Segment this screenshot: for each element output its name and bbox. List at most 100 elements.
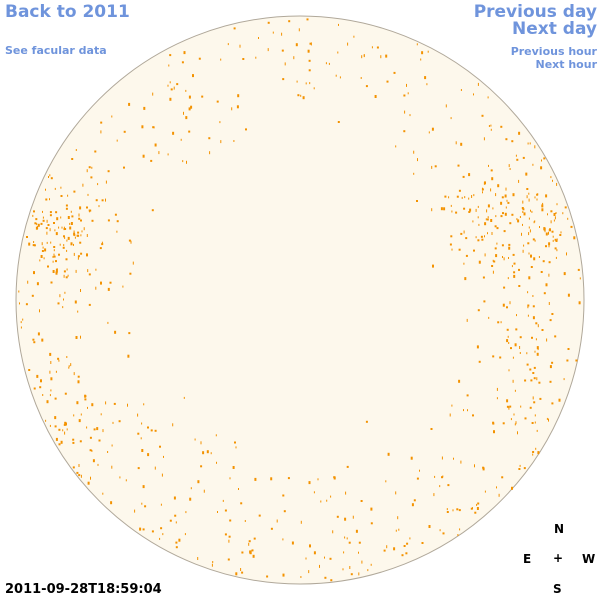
see-facular-data-link[interactable]: See facular data (5, 44, 107, 57)
facular-point (55, 211, 58, 214)
facular-point (445, 104, 447, 108)
facular-point (386, 80, 389, 83)
facular-point (527, 306, 529, 309)
facular-point (477, 309, 480, 312)
facular-point (72, 438, 75, 441)
facular-point (562, 212, 564, 215)
facular-point (458, 189, 461, 192)
facular-point (63, 228, 65, 231)
facular-point (33, 244, 36, 247)
facular-point (200, 441, 202, 445)
facular-point (111, 465, 113, 469)
previous-hour-link[interactable]: Previous hour (510, 45, 597, 58)
facular-point (556, 249, 558, 252)
facular-point (560, 231, 562, 234)
facular-point (484, 235, 485, 238)
facular-point (533, 221, 535, 224)
facular-point (406, 83, 407, 87)
facular-point (541, 208, 544, 212)
facular-point (173, 496, 176, 500)
facular-point (407, 92, 409, 95)
facular-point (89, 449, 92, 452)
facular-point (548, 245, 550, 248)
facular-point (25, 303, 28, 306)
facular-point (281, 32, 283, 36)
facular-point (338, 23, 339, 26)
facular-point (536, 352, 539, 356)
facular-point (431, 208, 433, 212)
facular-point (486, 209, 488, 213)
facular-point (186, 160, 187, 164)
facular-point (188, 130, 191, 133)
facular-point (530, 266, 533, 268)
facular-point (361, 55, 363, 59)
facular-point (46, 400, 49, 404)
facular-point (476, 345, 479, 349)
facular-point (371, 46, 373, 49)
facular-point (28, 369, 31, 371)
facular-point (522, 249, 524, 253)
facular-point (532, 453, 534, 456)
facular-point (463, 409, 464, 412)
facular-point (508, 246, 511, 250)
facular-point (534, 239, 536, 242)
facular-point (53, 255, 56, 258)
facular-point (107, 451, 109, 453)
facular-point (365, 420, 368, 423)
facular-point (543, 157, 546, 160)
back-to-year-link[interactable]: Back to 2011 (5, 2, 130, 22)
facular-point (241, 551, 244, 554)
next-day-link[interactable]: Next day (512, 19, 597, 39)
facular-point (543, 292, 546, 295)
facular-point (482, 187, 483, 191)
facular-point (76, 401, 79, 405)
previous-day-link[interactable]: Previous day (473, 2, 597, 22)
facular-point (93, 428, 96, 431)
facular-point (451, 210, 453, 213)
facular-point (159, 537, 161, 540)
facular-point (64, 236, 66, 239)
facular-point (49, 228, 51, 232)
facular-point (210, 452, 212, 455)
facular-point (54, 397, 57, 400)
facular-point (33, 241, 35, 243)
facular-point (532, 451, 535, 453)
facular-point (556, 182, 558, 186)
facular-point (534, 196, 536, 199)
facular-point (107, 321, 109, 324)
facular-point (168, 64, 170, 67)
facular-point (506, 399, 509, 403)
facular-point (409, 114, 411, 117)
facular-point (50, 281, 53, 284)
facular-point (217, 511, 218, 513)
facular-point (528, 232, 530, 236)
facular-point (232, 466, 235, 469)
facular-point (54, 416, 57, 420)
facular-point (545, 194, 548, 198)
facular-point (197, 557, 199, 560)
facular-point (183, 51, 186, 55)
facular-point (71, 158, 74, 160)
facular-point (45, 188, 46, 191)
facular-point (519, 352, 521, 354)
facular-point (512, 193, 515, 197)
facular-point (528, 217, 530, 220)
facular-point (519, 216, 521, 218)
facular-point (518, 268, 520, 271)
facular-point (33, 387, 36, 390)
facular-point (426, 83, 428, 86)
next-hour-link[interactable]: Next hour (535, 58, 598, 71)
facular-point (534, 421, 536, 424)
facular-point (504, 212, 507, 216)
facular-point (128, 102, 131, 106)
facular-point (403, 130, 406, 133)
facular-point (240, 502, 243, 505)
facular-point (91, 219, 94, 222)
facular-point (65, 207, 68, 210)
facular-point (496, 397, 498, 400)
facular-point (172, 131, 175, 135)
facular-point (473, 249, 475, 252)
facular-point (34, 222, 37, 225)
facular-point (119, 476, 121, 479)
facular-point (169, 97, 172, 101)
